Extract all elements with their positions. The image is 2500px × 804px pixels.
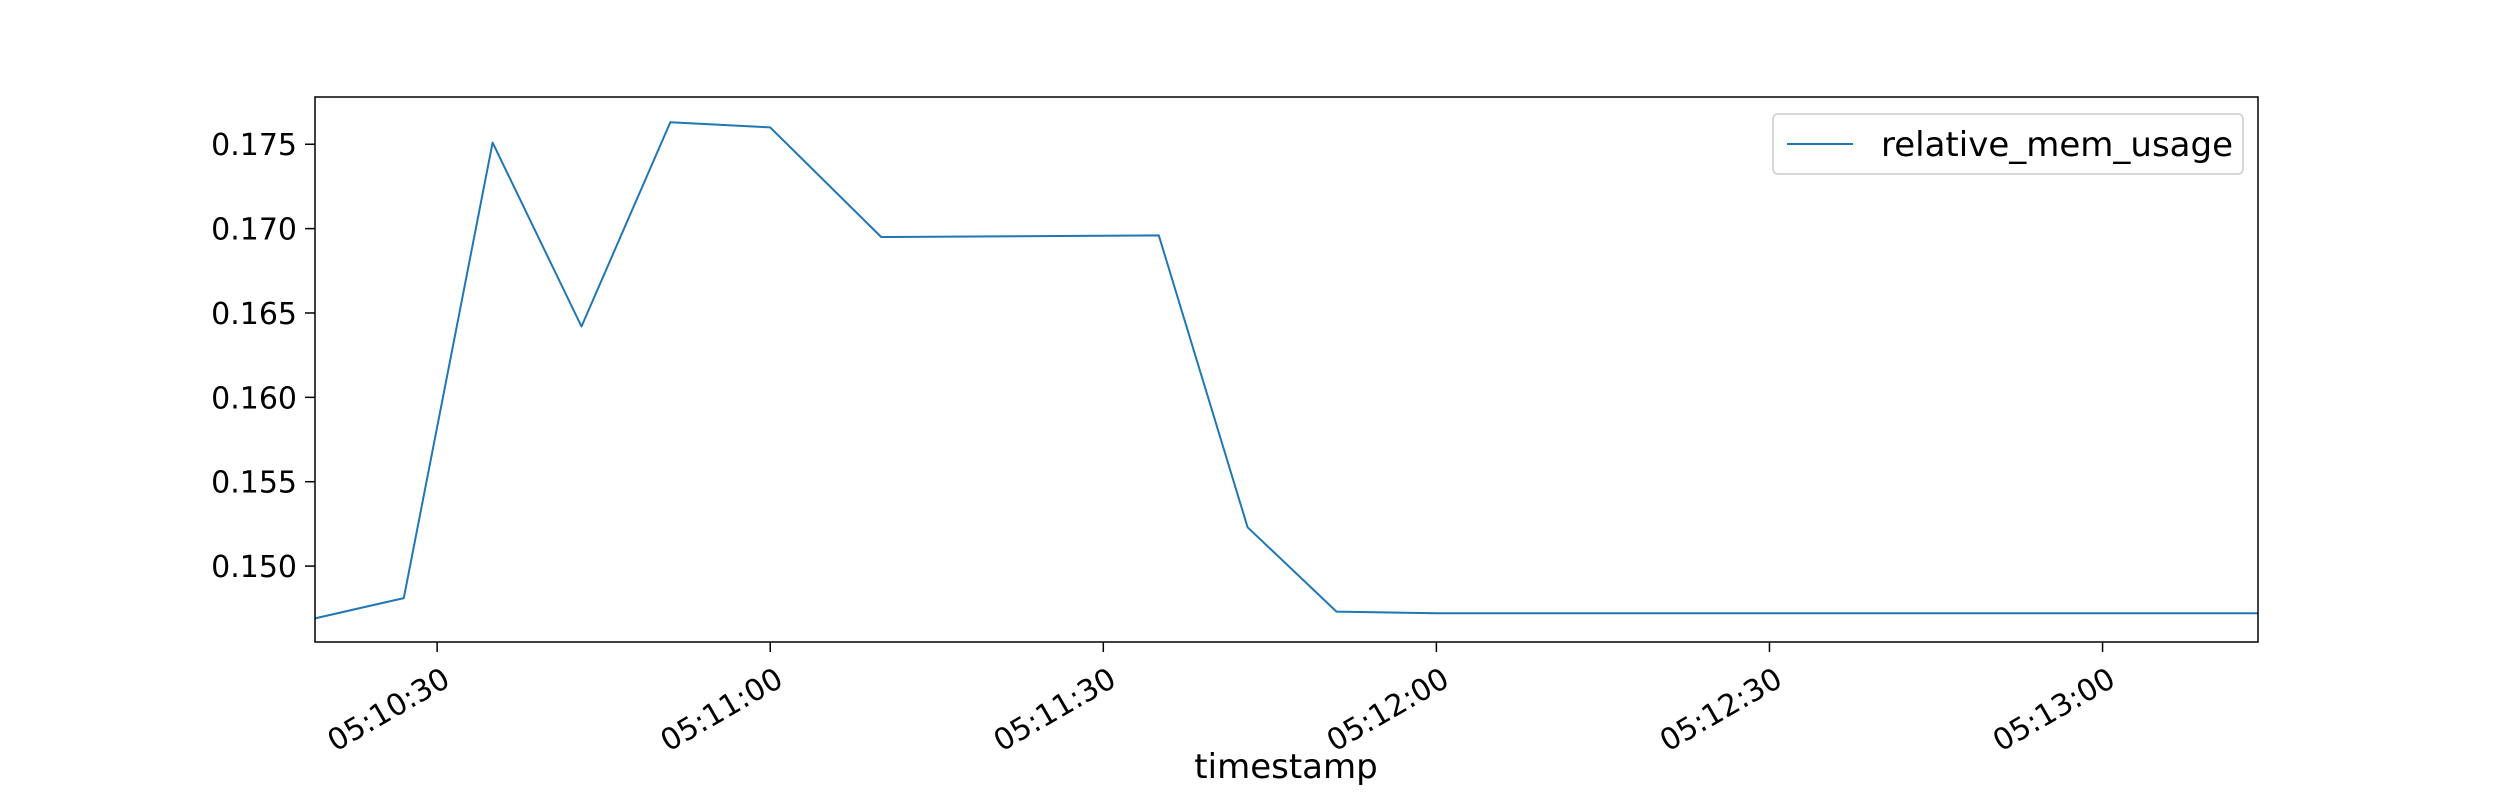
x-tick-label: 05:11:00	[655, 661, 789, 759]
legend-label: relative_mem_usage	[1881, 125, 2233, 165]
y-tick-label: 0.160	[211, 381, 297, 416]
x-axis: 05:10:30 05:11:00 05:11:30 05:12:00 05:12:30…	[322, 642, 2121, 759]
y-tick-label: 0.175	[211, 128, 297, 163]
x-tick-label: 05:10:30	[322, 661, 456, 759]
legend-box	[1772, 113, 2244, 175]
x-axis-label: timestamp	[1194, 747, 1377, 787]
y-tick-label: 0.170	[211, 213, 297, 248]
y-tick-label: 0.155	[211, 466, 297, 501]
y-tick-label: 0.150	[211, 550, 297, 585]
series-line-relative-mem-usage	[314, 121, 2258, 620]
x-tick-label: 05:11:30	[988, 661, 1122, 759]
x-tick-label: 05:12:30	[1654, 661, 1788, 759]
y-axis: 0.150 0.155 0.160 0.165 0.170 0.175	[211, 128, 315, 585]
x-tick-label: 05:13:00	[1987, 661, 2121, 759]
plot-frame	[314, 96, 2259, 643]
series-layer	[314, 121, 2258, 620]
legend: relative_mem_usage	[1772, 113, 2244, 175]
x-tick-label: 05:12:00	[1321, 661, 1455, 759]
y-tick-label: 0.165	[211, 297, 297, 332]
